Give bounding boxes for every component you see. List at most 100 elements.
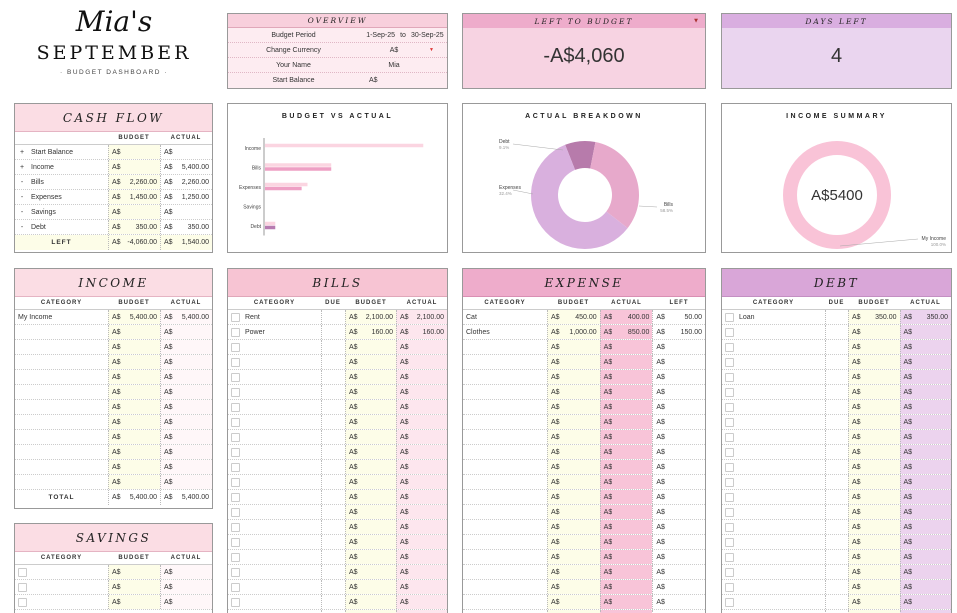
table-row[interactable]: My Income A$ 5,400.00 A$ 5,400.00 bbox=[15, 310, 212, 325]
table-row[interactable]: A$A$ bbox=[722, 385, 951, 400]
table-row[interactable]: A$A$ bbox=[15, 340, 212, 355]
table-row[interactable]: A$A$ bbox=[15, 580, 212, 595]
row-checkbox[interactable] bbox=[725, 447, 734, 457]
table-row[interactable]: Clothes A$ 1,000.00 A$ 850.00 A$ 150.00 bbox=[463, 325, 705, 340]
row-checkbox[interactable] bbox=[231, 432, 240, 442]
start-balance-input[interactable]: A$ bbox=[369, 77, 378, 84]
row-checkbox[interactable] bbox=[231, 492, 240, 502]
table-row[interactable]: A$A$ bbox=[15, 430, 212, 445]
row-checkbox[interactable] bbox=[725, 552, 734, 562]
table-row[interactable]: A$A$A$ bbox=[463, 445, 705, 460]
table-row[interactable]: A$A$ bbox=[722, 490, 951, 505]
name-input[interactable]: Mia bbox=[388, 61, 400, 69]
table-row[interactable]: A$A$ bbox=[228, 475, 447, 490]
table-row[interactable]: A$A$ bbox=[722, 340, 951, 355]
table-row[interactable]: A$A$ bbox=[722, 535, 951, 550]
row-checkbox[interactable] bbox=[231, 582, 240, 592]
table-row[interactable]: Cat A$ 450.00 A$ 400.00 A$ 50.00 bbox=[463, 310, 705, 325]
table-row[interactable]: A$A$A$ bbox=[463, 340, 705, 355]
table-row[interactable]: A$A$A$ bbox=[463, 385, 705, 400]
table-row[interactable]: A$A$ bbox=[722, 325, 951, 340]
table-row[interactable]: A$A$A$ bbox=[463, 400, 705, 415]
row-checkbox[interactable] bbox=[231, 342, 240, 352]
row-checkbox[interactable] bbox=[725, 387, 734, 397]
row-checkbox[interactable] bbox=[725, 567, 734, 577]
period-start[interactable]: 1-Sep-25 bbox=[366, 31, 395, 39]
table-row[interactable]: A$A$ bbox=[228, 505, 447, 520]
table-row[interactable]: A$A$ bbox=[722, 595, 951, 610]
table-row[interactable]: A$A$A$ bbox=[463, 580, 705, 595]
table-row[interactable]: A$A$ bbox=[228, 565, 447, 580]
table-row[interactable]: A$A$A$ bbox=[463, 610, 705, 613]
row-checkbox[interactable] bbox=[231, 537, 240, 547]
table-row[interactable]: A$A$A$ bbox=[463, 475, 705, 490]
table-row[interactable]: A$A$A$ bbox=[463, 550, 705, 565]
row-checkbox[interactable] bbox=[725, 582, 734, 592]
row-checkbox[interactable] bbox=[725, 312, 734, 322]
table-row[interactable]: A$A$A$ bbox=[463, 565, 705, 580]
table-row[interactable]: A$A$ bbox=[228, 385, 447, 400]
table-row[interactable]: A$A$ bbox=[722, 520, 951, 535]
row-checkbox[interactable] bbox=[231, 597, 240, 607]
table-row[interactable]: A$A$ bbox=[228, 355, 447, 370]
table-row[interactable]: A$A$ bbox=[228, 460, 447, 475]
table-row[interactable]: A$A$ bbox=[228, 445, 447, 460]
table-row[interactable]: A$A$ bbox=[722, 580, 951, 595]
table-row[interactable]: A$A$ bbox=[228, 340, 447, 355]
table-row[interactable]: A$A$ bbox=[722, 445, 951, 460]
row-checkbox[interactable] bbox=[231, 552, 240, 562]
row-checkbox[interactable] bbox=[231, 372, 240, 382]
period-end[interactable]: 30-Sep-25 bbox=[411, 31, 444, 39]
row-checkbox[interactable] bbox=[18, 567, 27, 577]
table-row[interactable]: A$A$ bbox=[228, 400, 447, 415]
table-row[interactable]: A$A$ bbox=[722, 565, 951, 580]
table-row[interactable]: A$A$A$ bbox=[463, 535, 705, 550]
table-row[interactable]: A$A$ bbox=[15, 385, 212, 400]
row-checkbox[interactable] bbox=[725, 507, 734, 517]
table-row[interactable]: A$A$ bbox=[228, 520, 447, 535]
row-checkbox[interactable] bbox=[231, 327, 240, 337]
row-checkbox[interactable] bbox=[231, 447, 240, 457]
table-row[interactable]: A$A$ bbox=[15, 355, 212, 370]
table-row[interactable]: A$A$ bbox=[722, 460, 951, 475]
table-row[interactable]: A$A$ bbox=[228, 595, 447, 610]
row-checkbox[interactable] bbox=[231, 567, 240, 577]
row-checkbox[interactable] bbox=[725, 537, 734, 547]
row-checkbox[interactable] bbox=[231, 402, 240, 412]
table-row[interactable]: A$A$ bbox=[722, 355, 951, 370]
table-row[interactable]: A$A$A$ bbox=[463, 355, 705, 370]
table-row[interactable]: A$A$ bbox=[15, 460, 212, 475]
row-checkbox[interactable] bbox=[231, 387, 240, 397]
table-row[interactable]: A$A$ bbox=[15, 475, 212, 490]
table-row[interactable]: A$A$ bbox=[15, 400, 212, 415]
table-row[interactable]: A$A$ bbox=[722, 505, 951, 520]
table-row[interactable]: A$A$ bbox=[15, 595, 212, 610]
currency-select[interactable]: A$ bbox=[389, 46, 399, 54]
table-row[interactable]: Loan A$ 350.00 A$ 350.00 bbox=[722, 310, 951, 325]
row-checkbox[interactable] bbox=[725, 522, 734, 532]
row-checkbox[interactable] bbox=[18, 582, 27, 592]
table-row[interactable]: A$A$ bbox=[228, 415, 447, 430]
table-row[interactable]: A$A$A$ bbox=[463, 415, 705, 430]
row-checkbox[interactable] bbox=[725, 372, 734, 382]
table-row[interactable]: A$A$ bbox=[15, 415, 212, 430]
row-checkbox[interactable] bbox=[725, 417, 734, 427]
dropdown-icon[interactable]: ▼ bbox=[694, 18, 700, 24]
row-checkbox[interactable] bbox=[725, 477, 734, 487]
row-checkbox[interactable] bbox=[725, 462, 734, 472]
table-row[interactable]: A$A$ bbox=[15, 445, 212, 460]
table-row[interactable]: A$A$ bbox=[722, 475, 951, 490]
table-row[interactable]: A$A$A$ bbox=[463, 595, 705, 610]
row-checkbox[interactable] bbox=[231, 417, 240, 427]
row-checkbox[interactable] bbox=[231, 522, 240, 532]
table-row[interactable]: A$A$ bbox=[15, 565, 212, 580]
table-row[interactable]: Rent A$ 2,100.00 A$ 2,100.00 bbox=[228, 310, 447, 325]
row-checkbox[interactable] bbox=[231, 462, 240, 472]
table-row[interactable]: A$A$A$ bbox=[463, 370, 705, 385]
row-checkbox[interactable] bbox=[725, 492, 734, 502]
table-row[interactable]: A$A$ bbox=[228, 535, 447, 550]
currency-dropdown-icon[interactable]: ▼ bbox=[429, 47, 434, 53]
table-row[interactable]: A$A$ bbox=[228, 490, 447, 505]
table-row[interactable]: A$A$ bbox=[15, 370, 212, 385]
table-row[interactable]: A$A$A$ bbox=[463, 520, 705, 535]
